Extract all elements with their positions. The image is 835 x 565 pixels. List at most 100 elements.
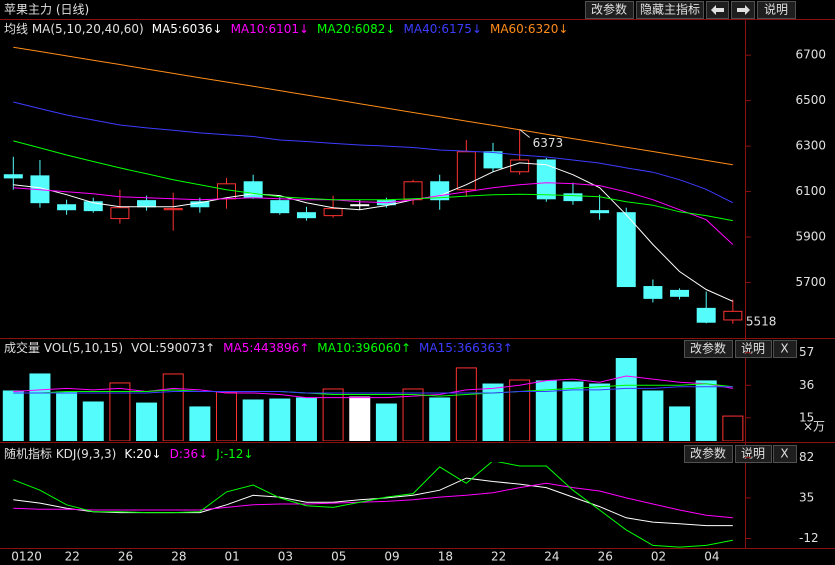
unit-label: ×万: [803, 420, 825, 434]
x-tick-label: 0120: [11, 550, 42, 564]
candle-body: [243, 181, 263, 199]
candle-body: [110, 207, 130, 220]
annotation: 6373: [533, 136, 564, 150]
legend-entry: MA15:366363↑: [419, 341, 513, 355]
y-tick-label: 57: [799, 345, 814, 359]
candle-body: [643, 286, 663, 299]
candle-body: [616, 212, 636, 288]
volume-bar: [2, 390, 24, 441]
volume-bar: [589, 383, 611, 441]
candle-body: [456, 151, 476, 191]
candle-body: [83, 201, 103, 212]
x-tick-label: 22: [65, 550, 80, 564]
x-tick-label: 26: [598, 550, 613, 564]
arrow-right-icon: [737, 5, 750, 15]
volume-bar: [349, 396, 371, 441]
y-tick-label: 5700: [795, 275, 826, 289]
y-tick-label: 6700: [795, 48, 826, 62]
volume-bar: [482, 383, 504, 441]
button[interactable]: [735, 340, 772, 358]
volume-bar: [189, 406, 211, 441]
button-label[interactable]: X: [780, 447, 788, 461]
plot: [3, 46, 743, 324]
button-label[interactable]: 改参数: [690, 446, 726, 461]
y-tick-label: 36: [799, 378, 814, 392]
ma-line: [13, 482, 733, 519]
button-label[interactable]: 改参数: [591, 2, 627, 17]
button[interactable]: [585, 1, 634, 19]
button[interactable]: [684, 340, 733, 358]
volume-bar: [29, 373, 51, 441]
legend: 随机指标 KDJ(9,3,3) K:20↓ D:36↓ J:-12↓: [4, 446, 253, 461]
legend-entry: MA5:443896↑: [223, 341, 309, 355]
y-tick-label: -12: [799, 531, 819, 545]
page-title: 苹果主力 (日线): [4, 3, 89, 17]
ma-line: [13, 182, 734, 245]
button[interactable]: [684, 445, 733, 463]
legend-entry: MA5:6036↓: [152, 22, 223, 36]
legend-entry: MA40:6175↓: [404, 22, 482, 36]
button[interactable]: [773, 445, 797, 463]
x-tick-label: 05: [331, 550, 346, 564]
button-label[interactable]: X: [780, 342, 788, 356]
ma-line: [13, 383, 733, 397]
ma-line: [13, 162, 734, 302]
volume-bar: [322, 388, 344, 441]
legend-entry: J:-12↓: [215, 447, 253, 461]
button[interactable]: [773, 340, 797, 358]
candle-body: [270, 200, 290, 214]
x-tick-label: 22: [491, 550, 506, 564]
legend-entry: MA20:6082↓: [317, 22, 395, 36]
button[interactable]: [757, 1, 796, 19]
button-label[interactable]: 说明: [741, 446, 765, 461]
y-tick-label: 15: [799, 410, 814, 424]
candle-body: [296, 212, 316, 219]
button[interactable]: [735, 445, 772, 463]
volume-bar: [455, 367, 477, 441]
volume-bar: [82, 401, 104, 441]
x-tick-label: 26: [118, 550, 133, 564]
candle-body: [137, 200, 157, 208]
ma-line: [13, 375, 733, 399]
volume-bar: [295, 397, 317, 441]
ma-line: [13, 101, 734, 204]
ma-line: [13, 462, 733, 548]
button-label[interactable]: 说明: [764, 2, 788, 17]
legend: 均线 MA(5,10,20,40,60) MA5:6036↓ MA10:6101↓ M…: [4, 22, 568, 36]
y-tick-label: 5900: [795, 230, 826, 244]
volume-bar: [562, 381, 584, 441]
volume-bar: [429, 397, 451, 441]
x-tick-label: 03: [278, 550, 293, 564]
ma-line: [13, 46, 733, 166]
candle-body: [536, 159, 556, 200]
volume-bar: [615, 358, 637, 441]
button-label[interactable]: 改参数: [690, 341, 726, 356]
button[interactable]: [636, 1, 704, 19]
y-tick-label: 35: [799, 490, 814, 504]
volume-bar: [642, 390, 664, 441]
candle-body: [723, 310, 743, 321]
y-tick-label: 6300: [795, 139, 826, 153]
annotation: 5518: [746, 314, 777, 328]
y-tick-label: 6500: [795, 93, 826, 107]
ma-line: [13, 140, 733, 222]
plot: [13, 462, 733, 548]
button-label[interactable]: 隐藏主指标: [640, 2, 700, 17]
plot: [2, 358, 744, 441]
volume-bar: [242, 399, 264, 441]
annotation-leader: [519, 129, 530, 138]
candle-body: [590, 210, 610, 214]
x-tick-label: 18: [438, 550, 453, 564]
volume-bar: [669, 406, 691, 441]
x-tick-label: 09: [384, 550, 399, 564]
legend-entry: MA60:6320↓: [490, 22, 568, 36]
button-label[interactable]: 说明: [741, 341, 765, 356]
candle-body: [696, 307, 716, 323]
legend-title: 随机指标 KDJ(9,3,3): [4, 446, 116, 461]
candle-body: [350, 204, 370, 207]
legend-entry: VOL:590073↑: [131, 341, 215, 355]
candle-body: [57, 204, 77, 211]
